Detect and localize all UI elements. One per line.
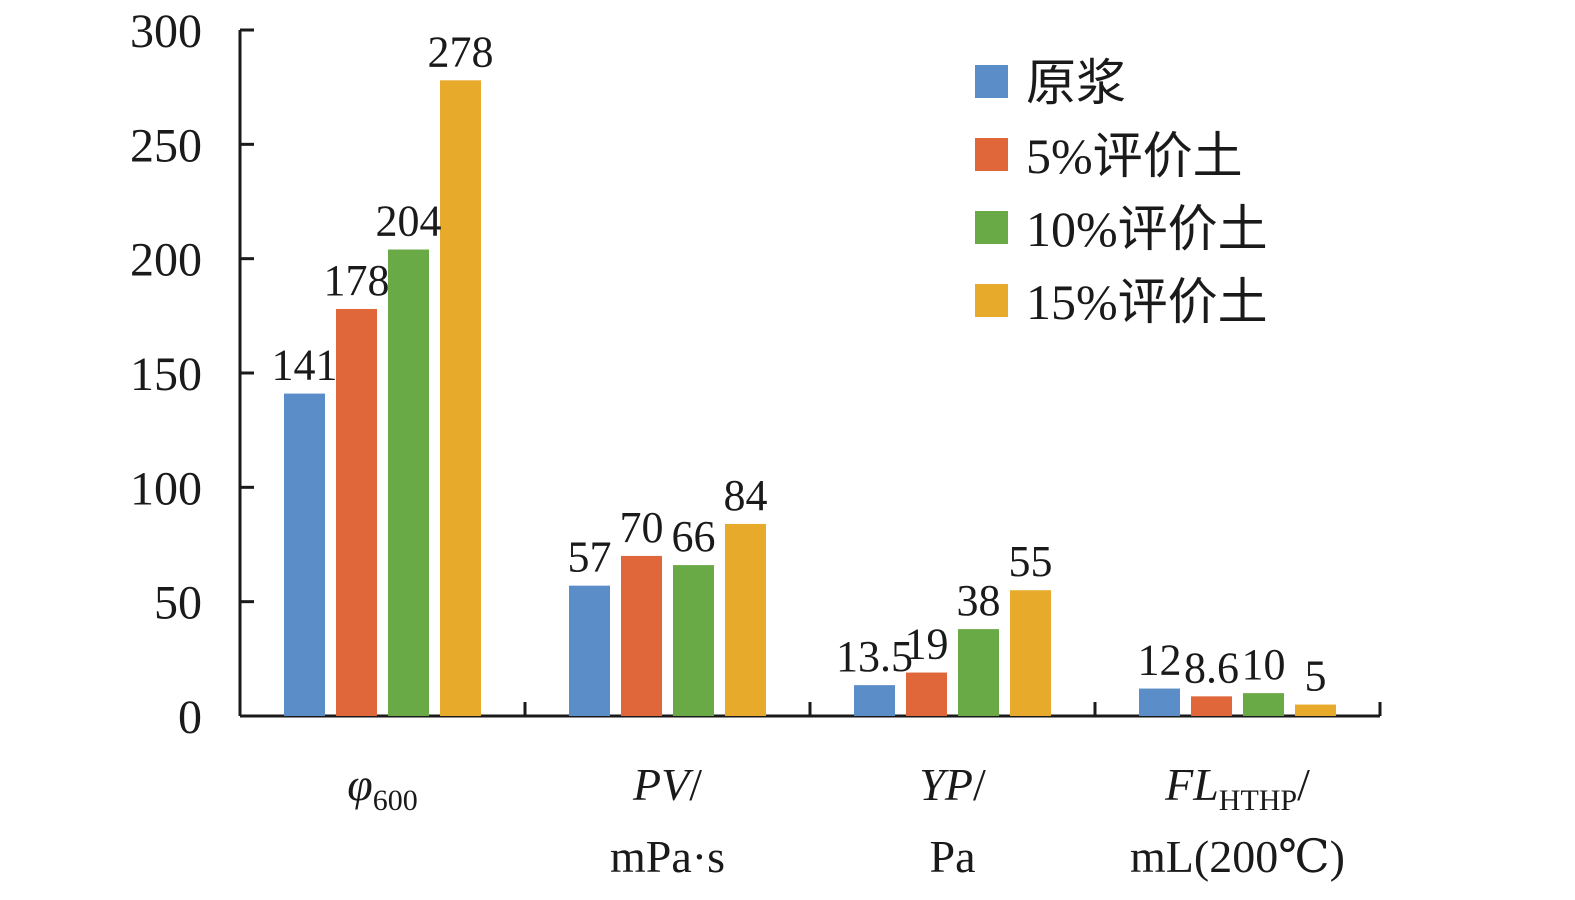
- y-tick-label: 200: [130, 234, 202, 287]
- data-label: 55: [1009, 537, 1053, 586]
- category-slash: /: [973, 759, 986, 810]
- y-tick-label: 250: [130, 119, 202, 172]
- bar: [621, 555, 662, 716]
- y-tick-label: 300: [130, 5, 202, 58]
- y-tick-label: 100: [130, 462, 202, 515]
- bar: [1191, 696, 1232, 716]
- data-label: 57: [568, 533, 612, 582]
- legend-item: 原浆: [975, 55, 1126, 111]
- data-label: 84: [724, 471, 768, 520]
- category-subscript: 600: [373, 784, 418, 817]
- data-label: 13.5: [836, 632, 913, 681]
- bar: [1010, 590, 1051, 716]
- bar: [673, 565, 714, 716]
- legend-label: 10%评价土: [1026, 201, 1268, 257]
- category-subscript: HTHP: [1219, 784, 1297, 817]
- legend-swatch: [975, 211, 1008, 244]
- y-tick-label: 150: [130, 348, 202, 401]
- data-label: 5: [1305, 652, 1327, 701]
- legend-swatch: [975, 138, 1008, 171]
- data-label: 8.6: [1184, 643, 1239, 692]
- legend-swatch: [975, 284, 1008, 317]
- category-slash: /: [1297, 759, 1310, 810]
- bar: [1139, 688, 1180, 716]
- data-label: 278: [428, 27, 494, 76]
- data-label: 70: [620, 503, 664, 552]
- category-unit: mPa·s: [610, 831, 725, 882]
- legend-label: 5%评价土: [1026, 128, 1243, 184]
- category-main: FL: [1164, 759, 1219, 810]
- bars: [284, 80, 1336, 717]
- legend-label: 原浆: [1026, 55, 1126, 111]
- data-label: 10: [1242, 640, 1286, 689]
- bar: [1295, 704, 1336, 716]
- legend-item: 15%评价土: [975, 274, 1268, 330]
- category-label: PV/: [632, 759, 702, 810]
- bar: [388, 249, 429, 716]
- bar: [958, 629, 999, 716]
- bar: [336, 308, 377, 716]
- category-main: YP: [919, 759, 973, 810]
- bar: [569, 585, 610, 716]
- legend: 原浆 5%评价土 10%评价土 15%评价土: [975, 55, 1268, 330]
- legend-label: 15%评价土: [1026, 274, 1268, 330]
- bar: [284, 393, 325, 716]
- data-label: 204: [376, 197, 442, 246]
- category-label: φ600: [347, 759, 417, 817]
- bar: [1243, 693, 1284, 716]
- bar: [440, 80, 481, 717]
- category-slash: /: [689, 759, 702, 810]
- category-main: φ: [347, 759, 372, 810]
- data-label: 12: [1138, 636, 1182, 685]
- legend-item: 10%评价土: [975, 201, 1268, 257]
- bar: [906, 672, 947, 716]
- data-label: 178: [324, 256, 390, 305]
- category-unit: Pa: [930, 831, 976, 882]
- axes: 0 50 100 150 200 250 300: [130, 5, 1382, 744]
- category-label: YP/: [919, 759, 986, 810]
- data-label: 66: [672, 512, 716, 561]
- y-tick-label: 0: [178, 691, 202, 744]
- data-label: 38: [957, 576, 1001, 625]
- y-tick-label: 50: [154, 577, 202, 630]
- category-label: FLHTHP/: [1164, 759, 1310, 817]
- category-unit: mL(200℃): [1130, 831, 1345, 882]
- data-label: 141: [272, 341, 338, 390]
- bar: [725, 523, 766, 716]
- legend-item: 5%评价土: [975, 128, 1243, 184]
- data-label: 19: [905, 620, 949, 669]
- category-main: PV: [632, 759, 694, 810]
- bar: [854, 685, 895, 716]
- legend-swatch: [975, 65, 1008, 98]
